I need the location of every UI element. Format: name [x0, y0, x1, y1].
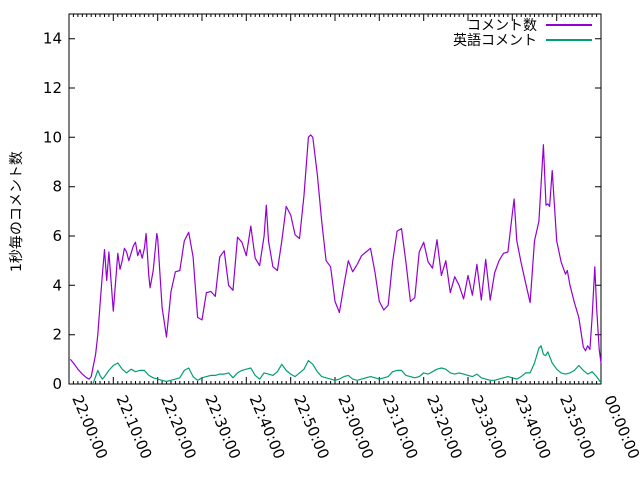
x-tick-label: 23:10:00: [379, 393, 422, 462]
y-tick-label: 0: [52, 375, 62, 393]
y-tick-label: 6: [52, 227, 62, 245]
y-tick-label: 10: [43, 128, 62, 146]
x-tick-label: 23:20:00: [423, 393, 466, 462]
x-tick-label: 22:20:00: [157, 393, 200, 462]
x-tick-label: 22:00:00: [68, 393, 111, 462]
y-tick-label: 12: [43, 79, 62, 97]
x-tick-label: 23:00:00: [334, 393, 377, 462]
x-tick-label: 22:50:00: [290, 393, 333, 462]
axis-ticks: [68, 14, 602, 385]
x-tick-label: 00:00:00: [600, 393, 640, 462]
x-tick-label: 23:50:00: [556, 393, 599, 462]
legend-entry-comments: コメント数: [453, 17, 592, 34]
legend-label-english-comments: 英語コメント: [453, 32, 537, 49]
legend-entry-english-comments: 英語コメント: [453, 32, 592, 49]
y-tick-label: 14: [43, 30, 62, 48]
x-tick-label: 22:40:00: [246, 393, 289, 462]
y-axis-title: 1秒毎のコメント数: [9, 151, 25, 272]
x-tick-label: 23:40:00: [512, 393, 555, 462]
legend-label-comments: コメント数: [467, 17, 537, 34]
plot-border: [68, 13, 602, 385]
y-tick-label: 8: [52, 178, 62, 196]
legend-line-sample-english-comments: [546, 38, 592, 41]
x-tick-label: 22:10:00: [113, 393, 156, 462]
y-tick-label: 2: [52, 326, 62, 344]
legend-line-sample-comments: [546, 23, 592, 26]
comments-line: [69, 134, 602, 380]
english-comments-line: [92, 345, 602, 385]
x-tick-label: 22:30:00: [201, 393, 244, 462]
y-tick-label: 4: [52, 276, 62, 294]
legend: コメント数 英語コメント: [453, 17, 592, 49]
x-tick-label: 23:30:00: [467, 393, 510, 462]
